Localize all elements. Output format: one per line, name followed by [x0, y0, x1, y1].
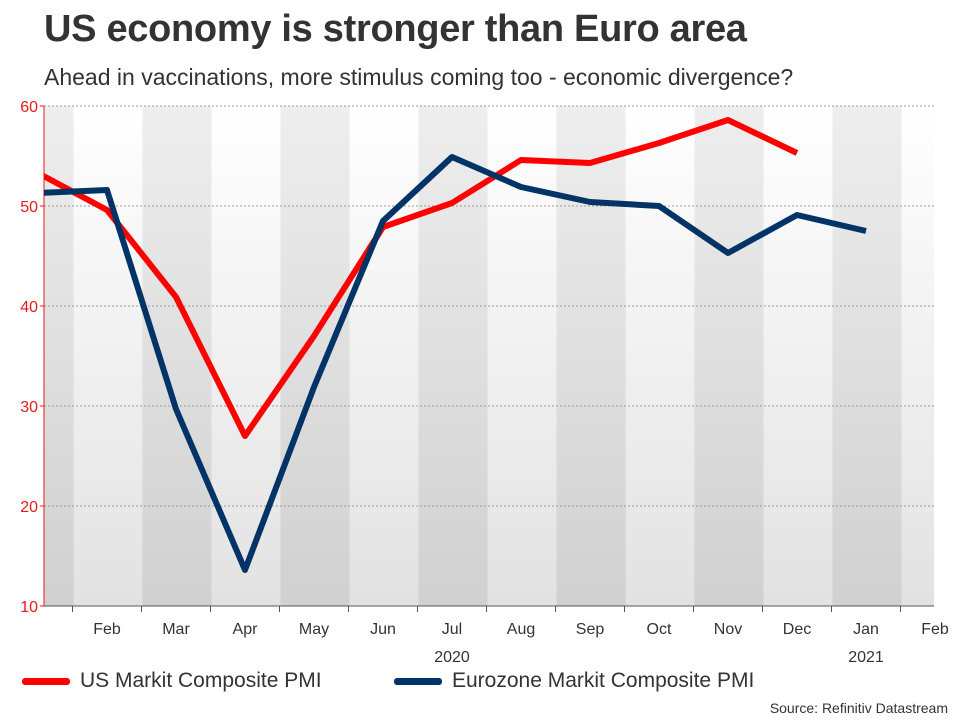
month-band — [832, 106, 902, 606]
x-tick-label: Aug — [507, 621, 535, 638]
y-axis-ticks: 10 20 30 40 50 60 — [20, 99, 44, 616]
y-tick-label: 10 — [20, 599, 38, 616]
legend-item-us: US Markit Composite PMI — [22, 668, 322, 694]
source-note: Source: Refinitiv Datastream — [769, 700, 948, 716]
month-band — [349, 106, 419, 606]
y-tick-label: 20 — [20, 499, 38, 516]
legend-label-eu: Eurozone Markit Composite PMI — [452, 669, 755, 692]
month-bands — [44, 106, 934, 606]
x-tick-label: May — [299, 621, 329, 638]
x-tick-label: Feb — [93, 621, 121, 638]
legend-swatch-us — [22, 677, 70, 685]
month-band — [73, 106, 143, 606]
month-band — [901, 106, 934, 606]
month-band — [487, 106, 557, 606]
x-tick-label: Nov — [714, 621, 742, 638]
x-tick-label: Jul — [442, 621, 462, 638]
x-year-label: 2021 — [848, 649, 884, 666]
month-band — [625, 106, 695, 606]
x-year-label: 2020 — [434, 649, 470, 666]
series-lines — [44, 117, 867, 573]
month-band — [211, 106, 281, 606]
x-tick-label: Jun — [370, 621, 396, 638]
month-band — [694, 106, 764, 606]
x-tick-label: Apr — [233, 621, 259, 638]
x-tick-label: Jan — [853, 621, 879, 638]
x-tick-label: Mar — [162, 621, 190, 638]
us-pmi-line — [44, 117, 799, 439]
y-tick-label: 40 — [20, 299, 38, 316]
chart-subtitle: Ahead in vaccinations, more stimulus com… — [44, 64, 794, 90]
y-tick-label: 60 — [20, 99, 38, 116]
x-tick-label: Oct — [647, 621, 672, 638]
month-band — [763, 106, 833, 606]
y-tick-label: 30 — [20, 399, 38, 416]
x-axis-ticks: Feb Mar Apr May Jun Jul Aug Sep Oct Nov Dec Jan Feb 2… — [72, 606, 949, 666]
chart-title: US economy is stronger than Euro area — [44, 8, 747, 50]
month-band — [556, 106, 626, 606]
x-tick-label: Dec — [783, 621, 811, 638]
month-band — [280, 106, 350, 606]
eu-pmi-line — [44, 154, 867, 573]
month-band — [142, 106, 212, 606]
x-tick-label: Feb — [921, 621, 949, 638]
legend-label-us: US Markit Composite PMI — [80, 669, 322, 692]
legend-swatch-eu — [394, 677, 442, 685]
y-tick-label: 50 — [20, 199, 38, 216]
chart-axes — [43, 106, 934, 607]
x-tick-label: Sep — [576, 621, 605, 638]
legend-item-eu: Eurozone Markit Composite PMI — [394, 668, 754, 694]
